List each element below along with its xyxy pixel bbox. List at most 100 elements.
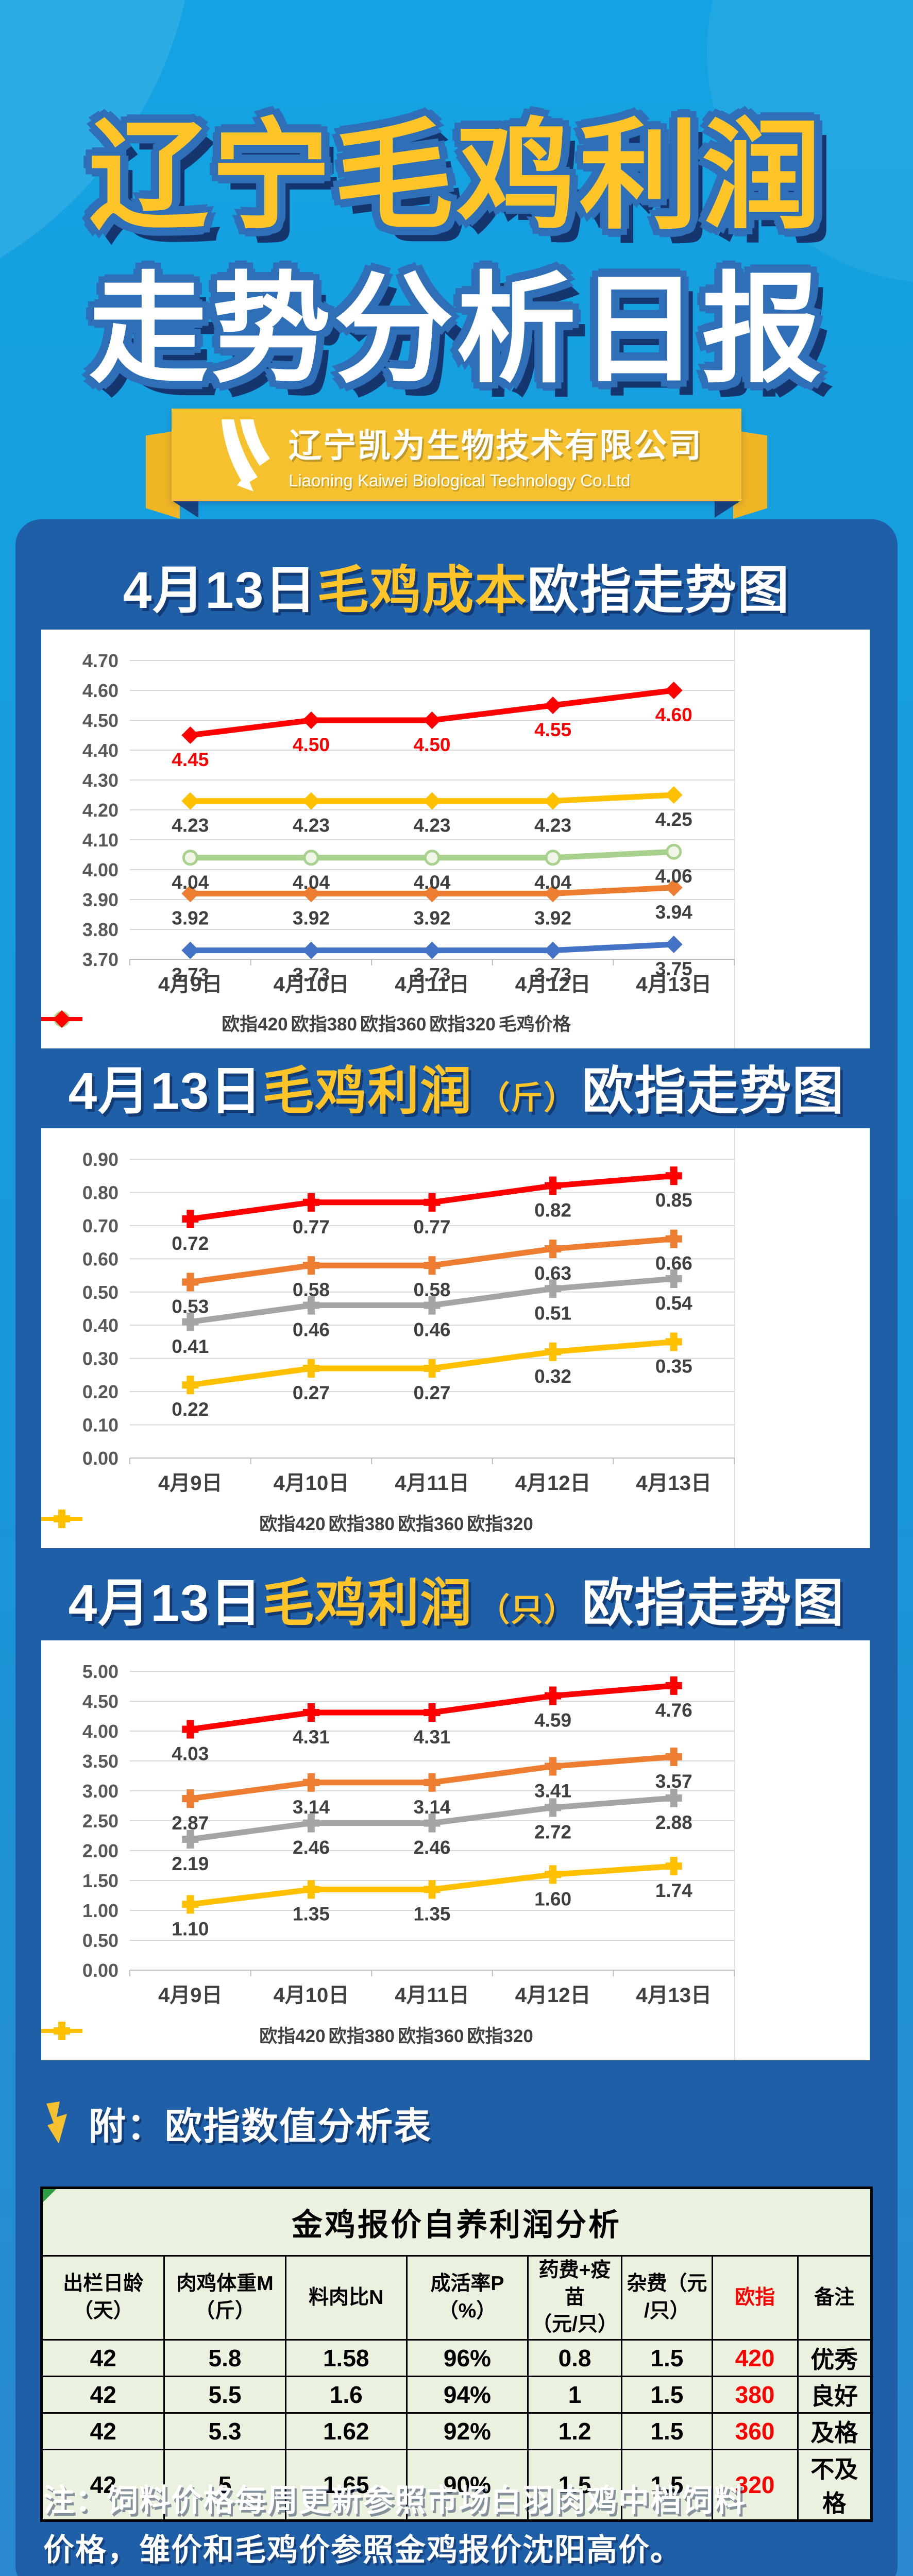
table-cell: 及格 <box>797 2412 873 2450</box>
svg-text:4.55: 4.55 <box>534 719 571 740</box>
svg-text:3.92: 3.92 <box>172 907 209 928</box>
table-cell: 1.65 <box>284 2448 408 2521</box>
svg-text:0.30: 0.30 <box>82 1348 119 1369</box>
table-header-cell: 欧指 <box>711 2255 799 2341</box>
svg-text:1.00: 1.00 <box>82 1900 119 1921</box>
svg-text:0.41: 0.41 <box>172 1336 209 1357</box>
line-chart-svg: 3.70 3.80 3.90 4.00 4.10 4.20 4.30 4.40 4.50 4.60… <box>82 650 735 996</box>
legend-item: 欧指380 <box>41 2022 395 2048</box>
svg-text:4.04: 4.04 <box>413 872 450 893</box>
legend-label: 欧指320 <box>429 1014 496 1035</box>
svg-text:4.25: 4.25 <box>655 809 692 830</box>
legend-label: 毛鸡价格 <box>498 1014 571 1035</box>
svg-text:4.60: 4.60 <box>82 680 119 701</box>
svg-text:4月9日: 4月9日 <box>158 1472 223 1495</box>
table-cell: 优秀 <box>797 2338 873 2377</box>
svg-text:0.82: 0.82 <box>534 1200 571 1221</box>
table-header-cell: 肉鸡体重M （斤） <box>163 2255 286 2341</box>
chart1-heading-date: 4月13日 <box>123 562 317 619</box>
svg-text:4.20: 4.20 <box>82 800 119 821</box>
svg-text:2.46: 2.46 <box>293 1837 330 1858</box>
svg-text:4.10: 4.10 <box>82 829 119 851</box>
svg-text:3.70: 3.70 <box>82 949 119 970</box>
svg-text:0.10: 0.10 <box>82 1415 119 1436</box>
svg-text:3.75: 3.75 <box>655 958 692 979</box>
svg-text:4月13日: 4月13日 <box>636 1984 712 2007</box>
table-row: 42 5.5 1.6 94% 1 1.5 380 良好 <box>40 2375 873 2414</box>
svg-text:4.31: 4.31 <box>413 1726 450 1748</box>
legend-marker-icon <box>41 2022 82 2040</box>
svg-text:4.03: 4.03 <box>172 1743 209 1765</box>
legend-item: 欧指380 <box>41 1010 357 1036</box>
table-cell: 420 <box>711 2338 799 2377</box>
svg-text:0.54: 0.54 <box>655 1293 692 1314</box>
attach-heading-row: 附：欧指数值分析表 <box>43 2096 432 2150</box>
legend-marker-icon <box>41 1510 82 1528</box>
table-cell: 360 <box>711 2412 799 2450</box>
chart1-heading: 4月13日毛鸡成本欧指走势图 <box>0 554 913 626</box>
svg-text:0.51: 0.51 <box>534 1302 571 1324</box>
svg-text:4月9日: 4月9日 <box>158 973 223 996</box>
table-header-cell: 料肉比N <box>284 2255 408 2341</box>
legend-label: 欧指380 <box>328 2026 395 2046</box>
ribbon-fold-right <box>715 500 741 518</box>
svg-text:3.92: 3.92 <box>293 907 330 928</box>
svg-text:4.06: 4.06 <box>655 866 692 887</box>
chart2-heading-date: 4月13日 <box>68 1062 263 1120</box>
table-header-cell: 成活率P （%） <box>405 2255 529 2341</box>
legend-item: 欧指320 <box>41 2022 533 2048</box>
svg-text:0.70: 0.70 <box>82 1215 119 1236</box>
svg-text:4.23: 4.23 <box>172 815 209 836</box>
legend-label: 欧指320 <box>467 2026 533 2046</box>
company-logo-icon <box>222 419 270 492</box>
chart2-heading-highlight: 毛鸡利润 <box>262 1062 473 1120</box>
legend-label: 欧指360 <box>398 2026 464 2046</box>
chart1-heading-suffix: 欧指走势图 <box>527 562 790 619</box>
svg-text:3.73: 3.73 <box>172 964 209 986</box>
svg-text:0.27: 0.27 <box>293 1382 330 1403</box>
svg-text:4.50: 4.50 <box>413 734 450 755</box>
chart3-heading-date: 4月13日 <box>68 1574 263 1632</box>
legend-label: 欧指420 <box>222 1014 288 1035</box>
svg-text:1.10: 1.10 <box>172 1918 209 1939</box>
svg-text:4.60: 4.60 <box>655 704 692 725</box>
attach-heading-text: 附：欧指数值分析表 <box>89 2106 432 2147</box>
svg-text:0.27: 0.27 <box>413 1382 450 1403</box>
chart-legend: 欧指420 欧指380 欧指360 欧指320 毛鸡价格 <box>41 1010 751 1036</box>
table-cell: 5.3 <box>163 2412 286 2450</box>
table-header-cell: 药费+疫苗 （元/只） <box>527 2255 623 2341</box>
svg-text:4月12日: 4月12日 <box>515 1472 591 1495</box>
svg-text:4月10日: 4月10日 <box>274 1984 349 2007</box>
table-cell: 1.5 <box>621 2448 713 2521</box>
svg-text:4月9日: 4月9日 <box>158 1984 223 2007</box>
legend-item: 欧指420 <box>41 2022 326 2048</box>
chart2-heading-unit: （斤） <box>478 1080 577 1116</box>
line-chart-svg: 0.00 0.50 1.00 1.50 2.00 2.50 3.00 3.50 4.00 4.50… <box>82 1661 735 2007</box>
svg-text:2.50: 2.50 <box>82 1810 119 1832</box>
svg-text:3.80: 3.80 <box>82 919 119 940</box>
svg-text:4.76: 4.76 <box>655 1700 692 1721</box>
svg-text:4.50: 4.50 <box>82 710 119 731</box>
svg-text:0.85: 0.85 <box>655 1190 692 1211</box>
chart3-heading: 4月13日毛鸡利润 （只） 欧指走势图 <box>0 1567 913 1647</box>
svg-text:3.90: 3.90 <box>82 889 119 910</box>
svg-text:4月11日: 4月11日 <box>395 973 469 996</box>
table-cell: 92% <box>405 2412 529 2450</box>
svg-text:4月13日: 4月13日 <box>636 973 712 996</box>
table-header-cell: 杂费（元 /只） <box>621 2255 713 2341</box>
svg-text:2.19: 2.19 <box>172 1853 209 1874</box>
plot-right-edge <box>734 1128 735 1548</box>
table-row: 42 5.8 1.58 96% 0.8 1.5 420 优秀 <box>40 2338 873 2377</box>
table-cell: 90% <box>405 2448 529 2521</box>
table-row: 42 5 1.65 90% 1.5 1.5 320 不及格 <box>40 2448 873 2521</box>
svg-text:4月13日: 4月13日 <box>636 1472 712 1495</box>
legend-marker-icon <box>41 1010 82 1028</box>
svg-text:4.45: 4.45 <box>172 749 209 770</box>
svg-text:3.57: 3.57 <box>655 1771 692 1792</box>
chart2-heading-suffix: 欧指走势图 <box>582 1062 845 1120</box>
table-cell: 42 <box>40 2338 165 2377</box>
legend-label: 欧指360 <box>360 1014 427 1035</box>
analysis-table: 金鸡报价自养利润分析 出栏日龄 （天） 肉鸡体重M （斤） 料肉比N 成活率P （%）药… <box>40 2187 873 2522</box>
svg-text:4.00: 4.00 <box>82 859 119 880</box>
company-banner: 辽宁凯为生物技术有限公司 Liaoning Kaiwei Biological … <box>0 409 913 522</box>
